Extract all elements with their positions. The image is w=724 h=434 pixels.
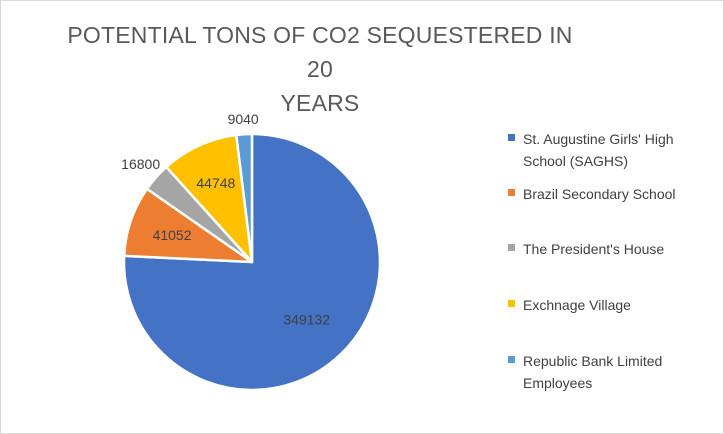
legend-label-saghs: St. Augustine Girls' High School (SAGHS) bbox=[523, 131, 674, 169]
legend-swatch-saghs bbox=[508, 134, 515, 141]
pie-slices bbox=[122, 132, 382, 392]
data-label-saghs: 349132 bbox=[283, 311, 330, 327]
data-label-exchnage-village: 44748 bbox=[196, 175, 235, 191]
legend-label-republic-bank: Republic Bank Limited Employees bbox=[523, 353, 663, 391]
legend-item-republic-bank: Republic Bank Limited Employees bbox=[508, 350, 708, 394]
legend-label-exchnage-village: Exchnage Village bbox=[523, 297, 631, 313]
legend-item-brazil: Brazil Secondary School bbox=[508, 183, 708, 205]
data-label-presidents-house: 16800 bbox=[121, 156, 160, 172]
legend-item-saghs: St. Augustine Girls' High School (SAGHS) bbox=[508, 128, 708, 172]
legend-swatch-republic-bank bbox=[508, 356, 515, 363]
legend-swatch-brazil bbox=[508, 189, 515, 196]
pie-slice-saghs bbox=[122, 132, 382, 392]
data-label-republic-bank: 9040 bbox=[228, 111, 259, 127]
legend-label-presidents-house: The President's House bbox=[523, 241, 665, 257]
legend-swatch-presidents-house bbox=[508, 244, 515, 251]
legend-item-exchnage-village: Exchnage Village bbox=[508, 294, 708, 316]
data-label-brazil: 41052 bbox=[153, 227, 192, 243]
pie-slice-exchnage-village bbox=[165, 133, 254, 264]
legend-swatch-exchnage-village bbox=[508, 300, 515, 307]
pie-slice-republic-bank bbox=[235, 132, 254, 264]
legend-item-presidents-house: The President's House bbox=[508, 238, 708, 260]
legend-label-brazil: Brazil Secondary School bbox=[523, 186, 676, 202]
pie-data-labels: 349132 41052 16800 44748 9040 bbox=[121, 111, 330, 328]
chart-title-line-2: YEARS bbox=[280, 90, 360, 116]
chart-title: POTENTIAL TONS OF CO2 SEQUESTERED IN 20 … bbox=[60, 18, 580, 120]
chart-title-line-1: POTENTIAL TONS OF CO2 SEQUESTERED IN 20 bbox=[67, 22, 573, 82]
